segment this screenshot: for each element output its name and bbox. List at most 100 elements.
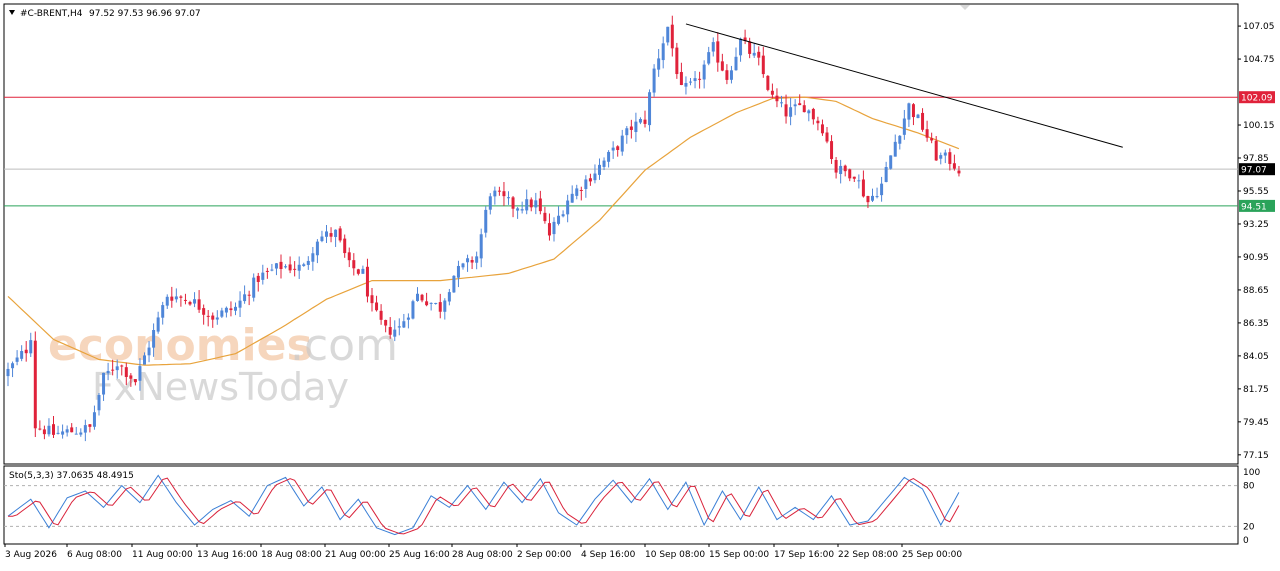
- candle-body: [725, 70, 729, 80]
- candle-body: [466, 258, 470, 263]
- trendline-segment[interactable]: [685, 23, 1123, 148]
- candle: [375, 295, 379, 312]
- x-tick-label: 3 Aug 2026: [5, 550, 57, 560]
- candle: [811, 107, 815, 125]
- symbol-label: #C-BRENT,H4: [20, 9, 83, 19]
- candle-body: [279, 261, 283, 269]
- candle: [643, 110, 647, 128]
- candle-body: [265, 270, 269, 272]
- candle: [279, 254, 283, 279]
- candle: [438, 293, 442, 319]
- x-tick-label: 4 Sep 16:00: [581, 550, 636, 560]
- candle-body: [88, 424, 92, 427]
- candle: [670, 15, 674, 57]
- candle-body: [170, 296, 174, 301]
- candle: [566, 194, 570, 223]
- candle-body: [138, 366, 142, 381]
- candle: [70, 423, 74, 433]
- candle-body: [143, 355, 146, 365]
- price-tag-support: 94.51: [1239, 199, 1275, 212]
- y-tick-label: 104.75: [1243, 55, 1275, 65]
- moving-average: [7, 96, 960, 366]
- candle-body: [15, 357, 19, 362]
- candle-body: [315, 241, 319, 256]
- candle-body: [757, 51, 761, 58]
- candle-body: [247, 294, 251, 296]
- candle: [61, 424, 65, 439]
- candle: [452, 275, 456, 293]
- stochastic-oscillator: [4, 474, 1238, 536]
- candle-body: [111, 369, 115, 371]
- candle-body: [174, 296, 178, 300]
- candle: [443, 298, 447, 320]
- candle: [329, 227, 333, 243]
- candle: [743, 29, 747, 45]
- candle: [634, 112, 638, 143]
- candle: [188, 300, 192, 306]
- candle-body: [793, 104, 797, 107]
- candle-body: [243, 294, 247, 302]
- x-tick-label: 17 Sep 16:00: [774, 550, 834, 560]
- candle: [488, 193, 492, 215]
- candle: [416, 287, 419, 302]
- candle-body: [388, 327, 392, 335]
- candle-body: [934, 140, 938, 161]
- candle: [638, 117, 642, 125]
- candle: [365, 258, 369, 303]
- candle: [479, 228, 483, 268]
- candle-body: [42, 429, 46, 435]
- candle: [311, 246, 315, 271]
- candle: [880, 176, 884, 202]
- candle-body: [734, 56, 738, 71]
- candle: [343, 234, 347, 258]
- candle: [347, 247, 351, 268]
- candle: [561, 210, 565, 218]
- candle: [29, 332, 33, 357]
- price-axis: 107.05 104.75 100.15 97.85 95.55 93.25 90.95 88…: [1238, 22, 1275, 461]
- candle-body: [598, 164, 601, 175]
- candle: [752, 43, 756, 58]
- candle: [370, 287, 374, 312]
- candle-body: [716, 41, 720, 63]
- price-tag-label: 94.51: [1241, 202, 1267, 212]
- candles: [6, 15, 961, 442]
- candle: [338, 226, 342, 243]
- candle: [411, 299, 415, 320]
- candle-body: [871, 195, 874, 201]
- candle-body: [397, 326, 401, 328]
- candle-body: [770, 90, 774, 95]
- candle-body: [529, 199, 533, 208]
- candle-body: [334, 229, 338, 238]
- candle: [921, 108, 925, 132]
- candle: [584, 175, 588, 198]
- candle-body: [921, 112, 925, 130]
- candle: [106, 362, 110, 381]
- candle-body: [561, 214, 565, 217]
- candle: [661, 36, 665, 69]
- candle-body: [638, 118, 642, 123]
- candle: [111, 359, 115, 376]
- candle: [97, 392, 101, 416]
- candle-body: [916, 114, 920, 119]
- candle: [297, 256, 301, 279]
- y-tick-label: 79.45: [1243, 418, 1269, 428]
- y-tick-label: 86.35: [1243, 319, 1269, 329]
- trendline[interactable]: [685, 23, 1123, 148]
- dropdown-triangle-icon[interactable]: [9, 10, 15, 15]
- candle-body: [352, 260, 356, 269]
- candle-body: [543, 212, 547, 222]
- candle-body: [557, 215, 561, 224]
- candle-body: [616, 146, 620, 150]
- candle: [588, 173, 592, 186]
- candle: [79, 428, 83, 437]
- candle: [170, 286, 174, 308]
- candle-body: [720, 61, 724, 71]
- candle-body: [124, 367, 128, 377]
- candle-body: [925, 129, 929, 138]
- candle: [379, 304, 383, 325]
- candle-body: [152, 330, 156, 348]
- candle-body: [825, 132, 829, 142]
- candle: [925, 120, 929, 142]
- candle: [224, 306, 228, 318]
